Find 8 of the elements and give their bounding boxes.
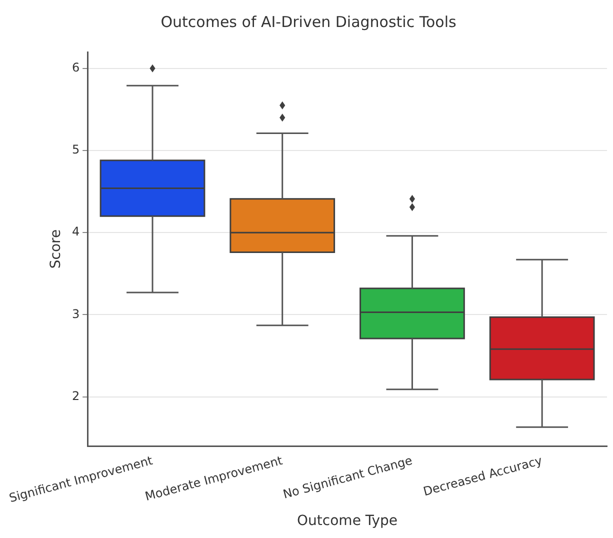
y-axis-title: Score xyxy=(48,229,64,269)
x-axis-title: Outcome Type xyxy=(297,513,398,530)
y-tick-label: 6 xyxy=(72,60,80,75)
y-tick-label: 5 xyxy=(72,142,80,157)
y-tick-label: 4 xyxy=(72,224,80,239)
y-tick-label: 3 xyxy=(72,306,80,321)
y-tick-label: 2 xyxy=(72,388,80,403)
chart-title: Outcomes of AI-Driven Diagnostic Tools xyxy=(160,12,456,31)
